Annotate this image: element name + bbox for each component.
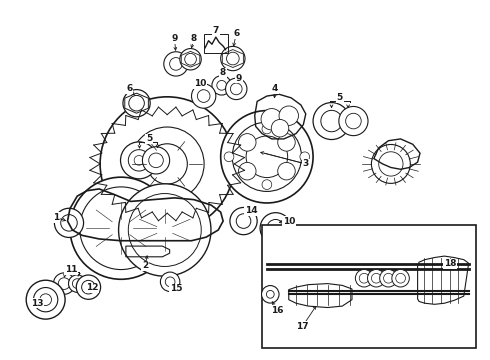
Circle shape <box>392 270 409 287</box>
Circle shape <box>371 273 381 283</box>
Circle shape <box>143 147 170 174</box>
Circle shape <box>278 162 295 180</box>
Circle shape <box>69 275 86 292</box>
Circle shape <box>339 107 368 136</box>
Circle shape <box>225 78 247 100</box>
Text: 9: 9 <box>236 74 243 83</box>
Circle shape <box>26 280 65 319</box>
Circle shape <box>61 215 77 231</box>
Circle shape <box>261 109 282 130</box>
Text: 10: 10 <box>194 79 206 88</box>
Circle shape <box>170 58 182 70</box>
Circle shape <box>197 90 210 102</box>
Circle shape <box>279 106 298 125</box>
Circle shape <box>128 150 150 171</box>
Circle shape <box>165 277 175 287</box>
Circle shape <box>345 113 361 129</box>
Text: 16: 16 <box>271 306 284 315</box>
Circle shape <box>262 124 272 134</box>
Circle shape <box>76 275 100 299</box>
Circle shape <box>267 220 284 237</box>
Circle shape <box>300 152 310 162</box>
Circle shape <box>70 177 172 279</box>
Text: 6: 6 <box>233 29 240 38</box>
Circle shape <box>134 156 144 165</box>
Text: 14: 14 <box>245 206 258 215</box>
Circle shape <box>239 162 256 180</box>
Circle shape <box>129 95 145 111</box>
Text: 6: 6 <box>126 84 132 93</box>
Circle shape <box>53 273 75 294</box>
Circle shape <box>359 273 369 283</box>
Text: 5: 5 <box>146 134 152 143</box>
Circle shape <box>119 184 211 276</box>
Text: 12: 12 <box>86 283 98 292</box>
Circle shape <box>164 52 188 76</box>
Circle shape <box>246 136 288 177</box>
Text: 10: 10 <box>283 217 295 226</box>
Circle shape <box>82 280 95 294</box>
Circle shape <box>321 111 342 132</box>
Circle shape <box>192 84 216 108</box>
Circle shape <box>271 120 289 137</box>
Circle shape <box>368 270 385 287</box>
Circle shape <box>54 208 84 238</box>
Text: 17: 17 <box>296 322 309 331</box>
Circle shape <box>260 213 291 244</box>
Text: 9: 9 <box>172 35 178 44</box>
Text: 11: 11 <box>65 265 78 274</box>
Circle shape <box>147 144 187 184</box>
Text: 5: 5 <box>337 93 343 102</box>
Circle shape <box>217 81 226 90</box>
Circle shape <box>220 46 245 71</box>
Circle shape <box>224 152 234 162</box>
Text: 1: 1 <box>53 213 59 222</box>
Circle shape <box>230 83 242 95</box>
Circle shape <box>128 194 201 266</box>
Text: 18: 18 <box>444 260 456 269</box>
Circle shape <box>226 52 239 65</box>
Circle shape <box>379 152 403 176</box>
Circle shape <box>73 279 82 288</box>
Circle shape <box>230 207 257 235</box>
Circle shape <box>262 285 279 303</box>
Circle shape <box>313 103 350 140</box>
Circle shape <box>396 273 405 283</box>
Circle shape <box>180 49 201 70</box>
Text: 8: 8 <box>220 68 226 77</box>
Text: 7: 7 <box>213 26 219 35</box>
Circle shape <box>160 272 180 292</box>
Circle shape <box>355 270 373 287</box>
Circle shape <box>232 122 301 192</box>
Circle shape <box>239 134 256 151</box>
Circle shape <box>262 180 272 189</box>
Circle shape <box>380 270 397 287</box>
Circle shape <box>185 53 196 65</box>
Circle shape <box>149 153 163 168</box>
Polygon shape <box>262 225 476 348</box>
Circle shape <box>123 90 150 117</box>
Text: 2: 2 <box>142 261 148 270</box>
Text: 15: 15 <box>170 284 182 293</box>
Circle shape <box>384 273 393 283</box>
Text: 8: 8 <box>191 35 197 44</box>
Circle shape <box>371 144 410 183</box>
Circle shape <box>220 111 313 203</box>
Circle shape <box>236 214 251 228</box>
Circle shape <box>80 187 162 270</box>
Circle shape <box>58 278 70 289</box>
Text: 3: 3 <box>303 159 309 168</box>
Circle shape <box>267 291 274 298</box>
Circle shape <box>33 288 58 312</box>
Text: 4: 4 <box>272 84 278 93</box>
Circle shape <box>278 134 295 151</box>
Circle shape <box>121 142 157 179</box>
Circle shape <box>212 76 231 95</box>
Circle shape <box>40 294 51 306</box>
Text: 13: 13 <box>31 299 44 308</box>
